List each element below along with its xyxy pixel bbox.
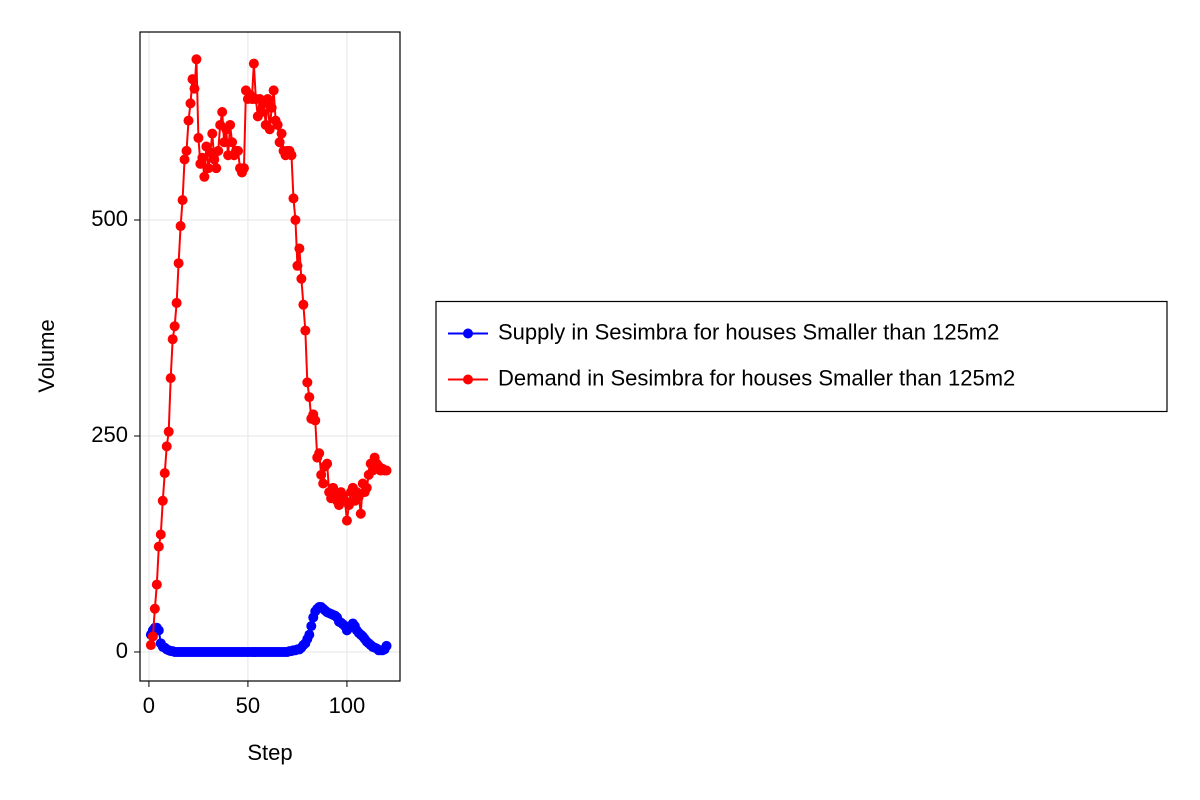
point [189,83,200,94]
legend-marker [463,374,473,385]
point [314,448,325,459]
point [165,373,176,384]
point [233,145,244,156]
point [181,145,192,156]
point [274,137,285,148]
point [191,54,202,65]
point [197,152,208,163]
point [179,154,190,165]
legend-label: Supply in Sesimbra for houses Smaller th… [498,319,999,344]
legend-box [435,300,1168,413]
point [155,529,166,540]
legend-marker [463,328,473,339]
y-tick-label: 500 [91,206,128,231]
point [248,58,259,69]
y-axis-label: Volume [34,319,59,392]
point [227,137,238,148]
legend-label: Demand in Sesimbra for houses Smaller th… [498,365,1015,390]
point [296,273,307,284]
point [322,458,333,469]
point [147,631,158,642]
point [268,85,279,96]
point [256,107,267,118]
point [199,171,210,182]
point [211,163,222,174]
point [272,119,283,130]
x-tick-label: 0 [143,693,155,718]
point [193,132,204,143]
point [310,415,321,426]
point [238,163,249,174]
point [207,128,218,139]
point [381,465,392,476]
point [187,74,198,85]
point [304,629,315,640]
x-tick-label: 50 [236,693,260,718]
point [153,541,164,552]
point [266,102,277,113]
point [167,334,178,345]
point [361,482,372,493]
point [306,621,317,632]
point [217,107,228,118]
point [276,128,287,139]
point [219,137,230,148]
point [159,468,170,479]
point [145,640,156,651]
point [183,115,194,126]
point [177,195,188,206]
point [302,377,313,388]
point [381,640,392,651]
point [316,469,327,480]
point [286,150,297,161]
point [300,325,311,336]
point [341,515,352,526]
point [213,145,224,156]
point [290,214,301,225]
point [149,603,160,614]
point [173,258,184,269]
point [203,163,214,174]
point [264,124,275,135]
point [209,154,220,165]
y-tick-label: 250 [91,422,128,447]
point [175,221,186,232]
point [171,297,182,308]
point [318,478,329,489]
y-tick-label: 0 [116,638,128,663]
point [185,98,196,109]
series [145,602,392,657]
point [288,193,299,204]
x-axis-label: Step [247,740,292,765]
point [151,579,162,590]
point [304,392,315,403]
point [298,299,309,310]
point [169,321,180,332]
series [145,54,392,651]
point [262,94,273,105]
point [157,495,168,506]
point [225,119,236,130]
x-tick-label: 100 [329,693,366,718]
point [161,441,172,452]
point [294,243,305,254]
point [292,260,303,271]
point [163,426,174,437]
point [355,508,366,519]
plot-frame [139,31,401,682]
